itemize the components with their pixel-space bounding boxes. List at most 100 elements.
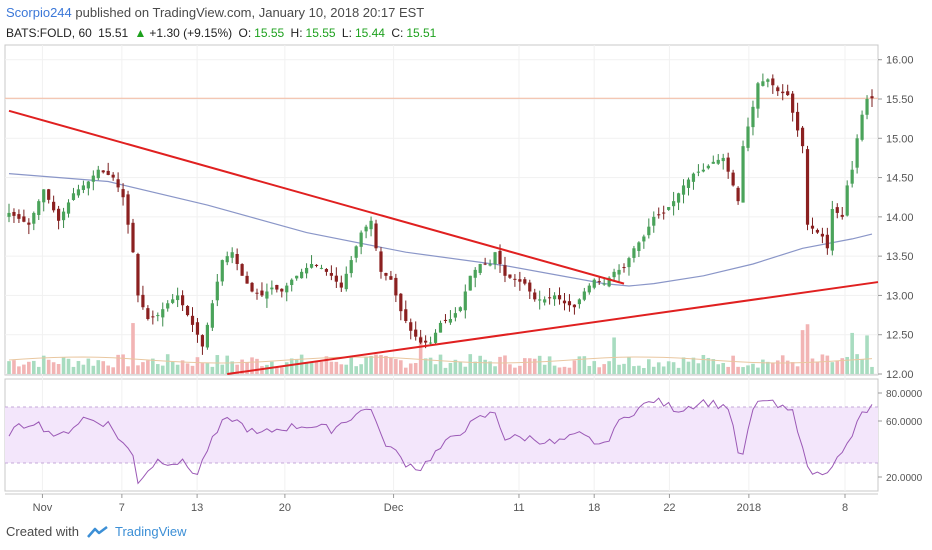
candle-body <box>607 277 611 287</box>
volume-bar <box>696 363 701 374</box>
open-value: 15.55 <box>254 26 285 40</box>
volume-bar <box>51 362 56 374</box>
candle-body <box>488 264 492 266</box>
volume-bar <box>726 366 730 374</box>
volume-bar <box>488 361 492 374</box>
volume-bar <box>676 367 681 374</box>
volume-bar <box>71 366 76 374</box>
chart-canvas[interactable]: 16.00 15.50 15.00 14.50 14.00 13.50 13.00 12.50… <box>0 44 932 514</box>
candle-body <box>528 282 532 292</box>
volume-bar <box>513 367 517 374</box>
candle-body <box>424 340 428 343</box>
volume-bar <box>41 355 46 374</box>
candle-body <box>116 179 120 188</box>
candle-body <box>781 91 785 94</box>
volume-bar <box>567 367 572 374</box>
volume-bar <box>205 363 210 374</box>
candle-body <box>61 211 66 221</box>
candle-body <box>339 282 343 288</box>
candle-body <box>647 226 651 236</box>
volume-bar <box>632 366 636 374</box>
candle-body <box>190 315 195 325</box>
candle-body <box>230 252 234 258</box>
rsi-line <box>8 397 873 485</box>
candle-body <box>513 278 517 280</box>
volume-bar <box>562 366 567 374</box>
price-tick-label: 15.50 <box>886 94 914 106</box>
candle-body <box>419 337 423 343</box>
volume-bar <box>190 365 195 374</box>
candle-body <box>121 189 125 198</box>
candle-body <box>622 267 626 269</box>
candle-body <box>597 281 601 283</box>
volume-bar <box>503 355 507 374</box>
candle-body <box>458 307 462 311</box>
candle-body <box>538 299 542 301</box>
volume-bar <box>731 355 735 374</box>
candle-body <box>250 282 254 292</box>
candle-body <box>800 127 805 147</box>
candle-body <box>746 126 750 148</box>
volume-bar <box>235 364 239 374</box>
candle-body <box>860 114 864 140</box>
volume-bar <box>751 363 755 374</box>
candle-body <box>562 300 567 304</box>
author-link[interactable]: Scorpio244 <box>6 5 72 20</box>
volume-bar <box>647 359 651 374</box>
candle-body <box>503 265 507 276</box>
moving-average-line <box>8 173 873 287</box>
volume-bar <box>443 367 448 374</box>
created-with-text: Created with <box>6 524 79 539</box>
descending-trendline[interactable] <box>8 109 625 285</box>
candle-body <box>280 288 284 292</box>
candle-body <box>567 301 572 306</box>
candle-body <box>106 170 110 175</box>
candle-body <box>166 303 170 309</box>
low-label: L: <box>341 26 352 40</box>
candle-body <box>617 269 621 275</box>
candle-body <box>32 212 36 224</box>
volume-bar <box>602 364 606 374</box>
candle-body <box>845 185 849 216</box>
ascending-trendline[interactable] <box>227 281 879 375</box>
volume-bar <box>547 356 552 374</box>
volume-bar <box>215 355 220 374</box>
close-label: C: <box>391 26 404 40</box>
rsi-tick-label: 20.0000 <box>886 473 923 484</box>
candle-body <box>52 201 56 211</box>
volume-bar <box>835 361 840 374</box>
volume-bar <box>56 364 61 374</box>
candle-body <box>686 179 691 188</box>
volume-bar <box>746 365 750 374</box>
tradingview-link[interactable]: TradingView <box>114 524 187 539</box>
volume-bar <box>830 362 835 374</box>
volume-bar <box>12 360 16 374</box>
candle-body <box>235 254 239 264</box>
candle-body <box>260 290 264 296</box>
candle-body <box>409 322 413 331</box>
volume-bar <box>111 367 115 374</box>
candle-body <box>12 211 16 216</box>
candle-body <box>37 201 41 216</box>
candle-body <box>855 138 859 168</box>
volume-bar <box>771 362 775 374</box>
volume-bar <box>131 323 135 374</box>
candle-body <box>835 207 839 213</box>
candle-body <box>786 91 790 96</box>
volume-bar <box>230 361 234 374</box>
volume-bar <box>170 361 175 374</box>
candle-body <box>136 254 140 296</box>
candle-body <box>676 193 681 203</box>
volume-bar <box>146 360 150 374</box>
candle-body <box>334 275 338 282</box>
candle-body <box>438 322 443 333</box>
time-tick-label: 13 <box>191 502 203 514</box>
candle-body <box>290 279 294 286</box>
volume-bar <box>374 354 378 374</box>
candle-body <box>215 281 219 301</box>
candle-body <box>161 309 165 318</box>
volume-bar <box>557 367 562 374</box>
rsi-tick-label: 60.0000 <box>886 417 923 428</box>
volume-bar <box>279 367 284 374</box>
volume-bar <box>31 360 36 374</box>
